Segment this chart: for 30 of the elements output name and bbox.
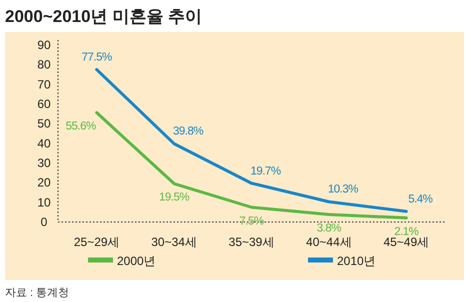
data-label: 19.7% <box>250 165 281 178</box>
y-tick-label: 50 <box>37 116 51 131</box>
y-tick-label: 30 <box>37 156 51 170</box>
data-label: 55.6% <box>66 120 96 133</box>
data-label: 39.8% <box>173 126 204 138</box>
data-label: 3.8% <box>316 222 342 235</box>
data-label: 19.5% <box>159 192 190 204</box>
y-tick-label: 70 <box>37 77 51 92</box>
y-tick-label: 0 <box>40 215 48 229</box>
y-tick-label: 80 <box>37 58 51 72</box>
y-tick-label: 40 <box>37 136 51 150</box>
y-tick-label: 90 <box>37 38 51 52</box>
x-tick-label: 35~39세 <box>228 235 274 249</box>
data-label: 10.3% <box>328 184 358 196</box>
data-label: 2.1% <box>394 226 419 238</box>
y-tick-label: 60 <box>37 97 51 111</box>
x-tick-label: 30~34세 <box>151 235 197 249</box>
x-tick-label: 40~44세 <box>306 235 352 249</box>
x-tick-label: 25~29세 <box>74 235 120 249</box>
text: 자료 : 통계청 <box>5 287 70 299</box>
y-tick-label: 10 <box>37 195 51 210</box>
legend-label: 2000년 <box>117 254 156 268</box>
chart-title: 2000~2010년 미혼율 추이 <box>5 7 202 26</box>
data-label: 7.5% <box>239 215 264 228</box>
data-label: 77.5% <box>82 52 112 64</box>
y-tick-label: 20 <box>37 176 51 190</box>
x-tick-label: 45~49세 <box>383 235 430 249</box>
data-label: 5.4% <box>408 193 433 206</box>
legend-label: 2010년 <box>337 254 376 268</box>
line-series <box>95 68 408 213</box>
